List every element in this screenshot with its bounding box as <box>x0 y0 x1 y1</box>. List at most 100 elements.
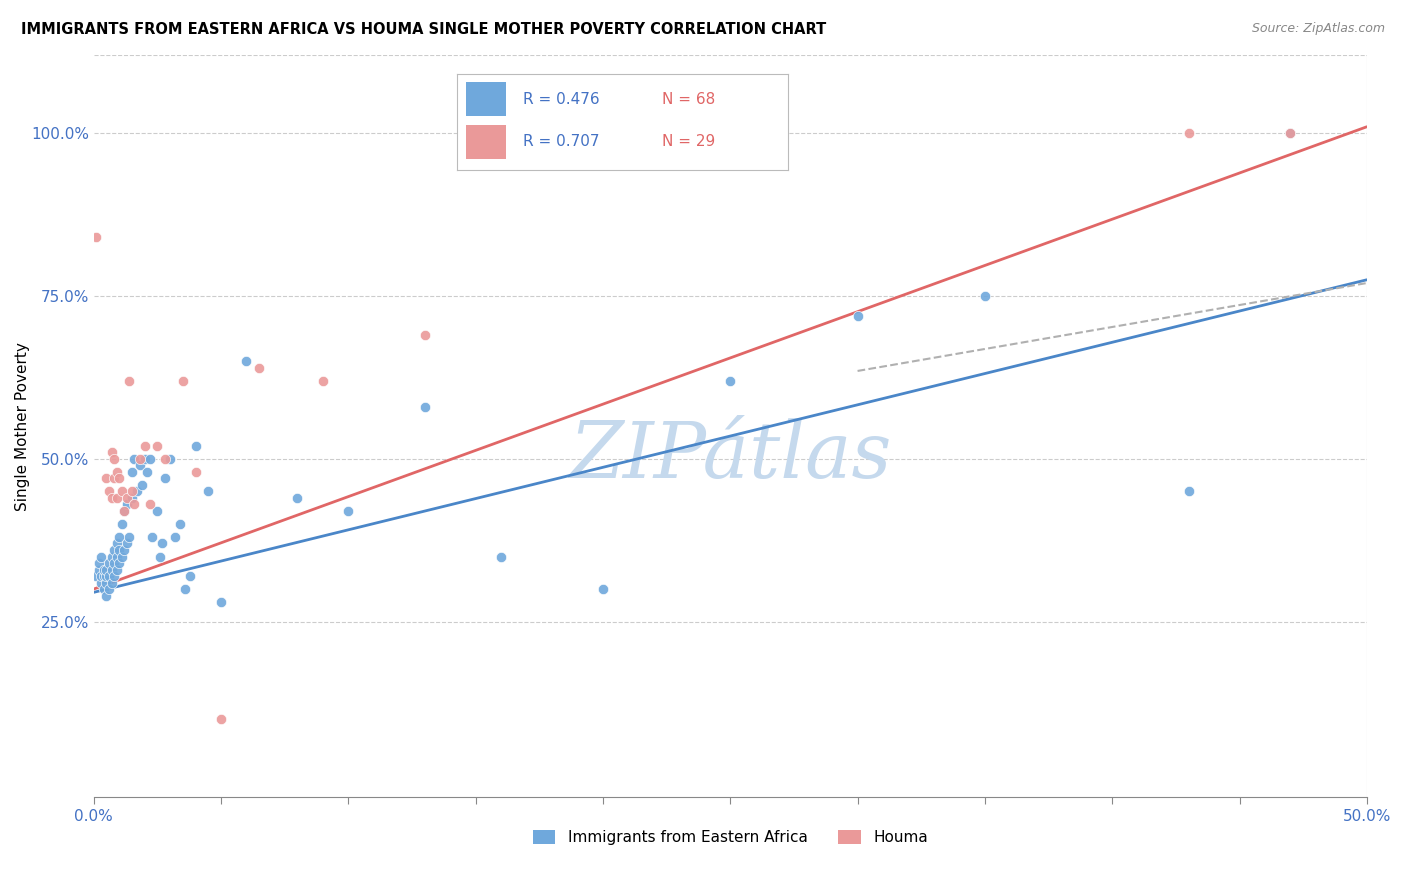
Point <box>131 478 153 492</box>
Point <box>152 536 174 550</box>
Point <box>90 575 112 590</box>
Point <box>141 530 163 544</box>
Point <box>108 530 131 544</box>
Point <box>184 439 207 453</box>
Point <box>118 374 141 388</box>
Point <box>87 563 110 577</box>
Point <box>121 465 143 479</box>
Y-axis label: Single Mother Poverty: Single Mother Poverty <box>15 342 30 511</box>
Point <box>105 563 128 577</box>
Point <box>179 569 201 583</box>
Text: Source: ZipAtlas.com: Source: ZipAtlas.com <box>1251 22 1385 36</box>
Point <box>1177 126 1199 140</box>
Point <box>172 374 194 388</box>
Point <box>153 451 176 466</box>
Point <box>103 471 125 485</box>
Point <box>1177 484 1199 499</box>
Point <box>93 563 115 577</box>
Point <box>138 451 160 466</box>
Point <box>93 569 115 583</box>
Point <box>413 328 436 343</box>
Point <box>105 491 128 505</box>
Point <box>111 516 134 531</box>
Point <box>209 712 232 726</box>
Point <box>121 484 143 499</box>
Point <box>93 582 115 596</box>
Point <box>128 451 150 466</box>
Point <box>125 484 148 499</box>
Point <box>100 563 122 577</box>
Point <box>87 556 110 570</box>
Point <box>128 458 150 473</box>
Point <box>115 536 138 550</box>
Point <box>103 556 125 570</box>
Point <box>103 451 125 466</box>
Point <box>115 491 138 505</box>
Point <box>105 536 128 550</box>
Point <box>84 230 107 244</box>
Point <box>96 471 118 485</box>
Point <box>103 543 125 558</box>
Point <box>100 549 122 564</box>
Point <box>96 569 118 583</box>
Point <box>174 582 197 596</box>
Text: ZIPátlas: ZIPátlas <box>569 417 891 494</box>
Point <box>100 491 122 505</box>
Point <box>973 289 995 303</box>
Point <box>1279 126 1302 140</box>
Point <box>96 575 118 590</box>
Point <box>90 569 112 583</box>
Point <box>138 498 160 512</box>
Point <box>146 504 169 518</box>
Point <box>235 354 257 368</box>
Point <box>312 374 335 388</box>
Point <box>184 465 207 479</box>
Point <box>115 498 138 512</box>
Point <box>124 498 146 512</box>
Point <box>413 400 436 414</box>
Point <box>84 569 107 583</box>
Point <box>136 465 159 479</box>
Point <box>489 549 512 564</box>
Point <box>98 569 121 583</box>
Legend: Immigrants from Eastern Africa, Houma: Immigrants from Eastern Africa, Houma <box>533 830 928 846</box>
Point <box>100 445 122 459</box>
Point <box>247 360 270 375</box>
Point <box>105 549 128 564</box>
Point <box>846 309 869 323</box>
Point <box>108 543 131 558</box>
Point <box>169 516 191 531</box>
Point <box>96 589 118 603</box>
Point <box>134 439 156 453</box>
Point <box>165 530 187 544</box>
Point <box>105 465 128 479</box>
Point <box>337 504 360 518</box>
Point <box>124 451 146 466</box>
Point <box>112 543 135 558</box>
Point <box>118 530 141 544</box>
Point <box>159 451 181 466</box>
Point <box>111 549 134 564</box>
Point <box>98 556 121 570</box>
Point <box>90 549 112 564</box>
Point <box>134 451 156 466</box>
Point <box>111 484 134 499</box>
Point <box>112 504 135 518</box>
Point <box>103 569 125 583</box>
Point <box>209 595 232 609</box>
Point <box>287 491 309 505</box>
Point <box>121 491 143 505</box>
Point <box>108 471 131 485</box>
Point <box>98 484 121 499</box>
Point <box>96 563 118 577</box>
Point <box>197 484 219 499</box>
Point <box>98 582 121 596</box>
Point <box>718 374 741 388</box>
Point <box>146 439 169 453</box>
Point <box>1279 126 1302 140</box>
Point <box>112 504 135 518</box>
Point <box>100 575 122 590</box>
Point <box>108 556 131 570</box>
Point <box>149 549 172 564</box>
Point <box>153 471 176 485</box>
